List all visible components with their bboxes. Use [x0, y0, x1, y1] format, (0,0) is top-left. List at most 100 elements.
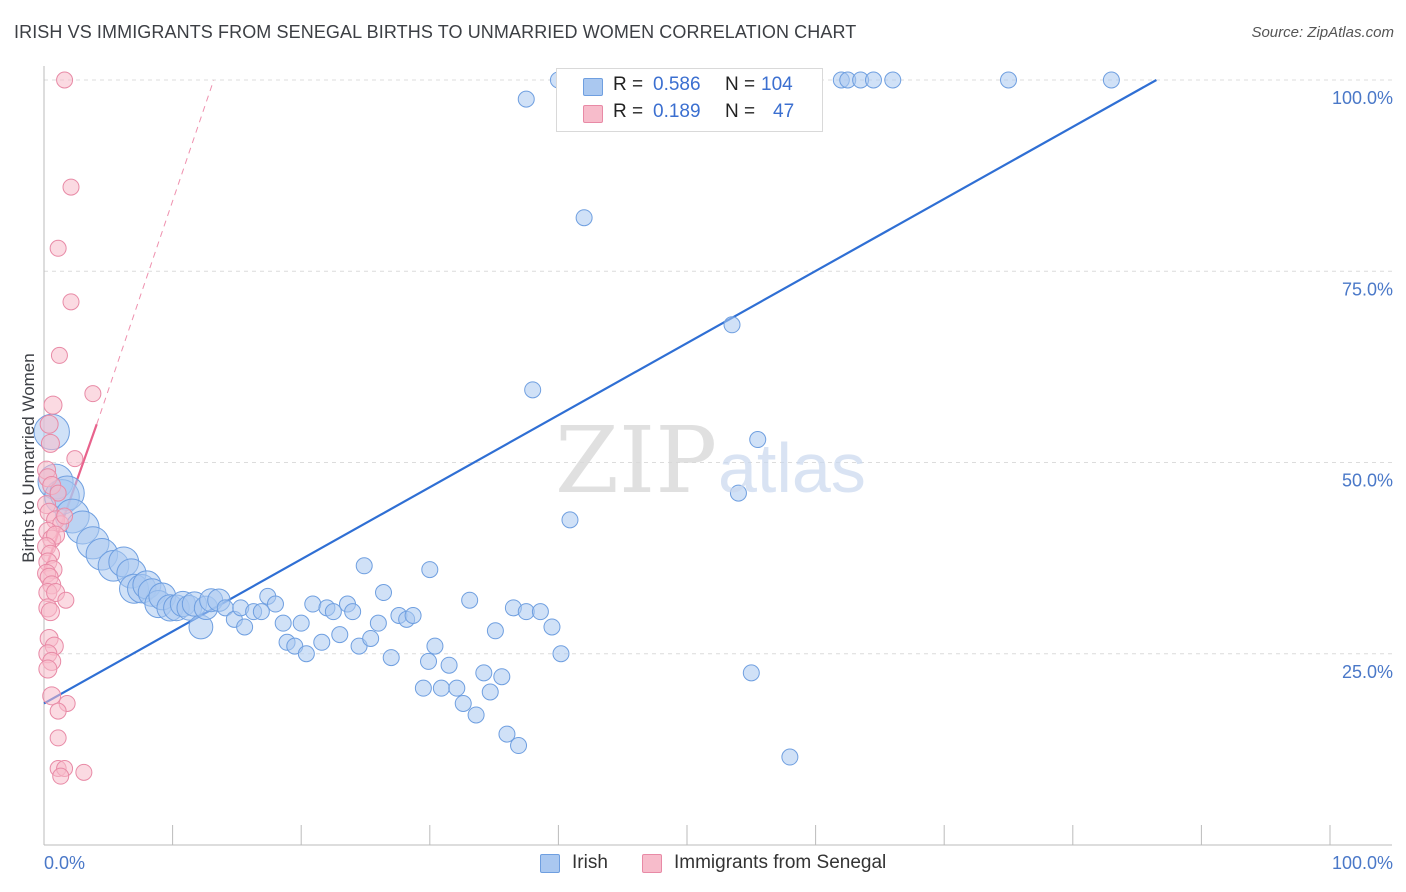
irish-point [274, 614, 292, 632]
chart-title: IRISH VS IMMIGRANTS FROM SENEGAL BIRTHS … [14, 22, 857, 42]
senegal-point [39, 414, 59, 434]
irish-point [742, 664, 760, 682]
senegal-point [75, 763, 93, 781]
correlation-legend: R = 0.586 N = 104 R = 0.189 N = 47 [556, 68, 823, 132]
irish-point [531, 603, 549, 621]
irish-point [440, 656, 458, 674]
senegal-point [57, 591, 75, 609]
y-axis-label: Births to Unmarried Women [19, 353, 38, 562]
senegal-point [42, 686, 62, 706]
senegal-point [49, 702, 67, 720]
irish-point [552, 645, 570, 663]
x-tick-label-min: 0.0% [44, 853, 85, 873]
irish-point [884, 71, 902, 89]
senegal-point [62, 178, 80, 196]
tick-labels: 25.0% 50.0% 75.0% 100.0% 0.0% 100.0% [44, 88, 1393, 873]
irish-point [467, 706, 485, 724]
irish-point [313, 633, 331, 651]
irish-point [486, 622, 504, 640]
watermark: ZIP [555, 407, 717, 514]
irish-point [404, 607, 422, 624]
senegal-point [50, 346, 68, 364]
irish-point [426, 637, 444, 655]
irish-point [369, 614, 387, 632]
irish-point [292, 614, 310, 632]
y-tick-label: 25.0% [1342, 662, 1393, 682]
irish-point [543, 618, 561, 636]
irish-point [252, 603, 270, 621]
irish-point [375, 584, 393, 602]
senegal-swatch-icon [583, 105, 603, 123]
senegal-point [43, 395, 63, 415]
irish-swatch-icon [583, 78, 603, 96]
irish-point [236, 618, 254, 636]
irish-point [723, 316, 741, 334]
legend-r-label: R = [613, 74, 644, 95]
y-tick-label: 100.0% [1332, 88, 1393, 108]
irish-point [781, 748, 799, 766]
irish-legend-icon [540, 854, 560, 873]
irish-point [864, 71, 882, 89]
x-tick-label-max: 100.0% [1332, 853, 1393, 873]
irish-point [266, 595, 284, 613]
senegal-point [40, 433, 60, 453]
legend-n-value: 47 [773, 101, 795, 122]
irish-point [475, 664, 493, 682]
irish-point [481, 683, 499, 701]
senegal-point [66, 450, 84, 468]
legend-r-value: 0.586 [653, 74, 701, 95]
senegal-point [56, 71, 74, 89]
irish-point [729, 484, 747, 502]
irish-point [561, 511, 579, 529]
irish-point [362, 629, 380, 647]
y-tick-label: 50.0% [1342, 471, 1393, 491]
irish-point [414, 679, 432, 697]
senegal-legend-label: Immigrants from Senegal [674, 852, 887, 873]
irish-point [454, 694, 472, 712]
irish-point [749, 431, 767, 449]
legend-n-value: 104 [761, 74, 793, 95]
senegal-point [49, 239, 67, 257]
irish-point [1000, 71, 1017, 89]
gridlines [44, 79, 1392, 655]
legend-r-value: 0.189 [653, 101, 701, 122]
senegal-point [49, 484, 67, 502]
irish-point [297, 645, 315, 663]
irish-point [421, 561, 439, 579]
irish-point [517, 90, 535, 108]
legend-n-label: N = [725, 74, 756, 95]
senegal-trend-extension [96, 79, 215, 425]
irish-legend-label: Irish [572, 852, 608, 873]
irish-point [498, 725, 516, 743]
watermark-atlas: atlas [718, 429, 866, 507]
irish-point [331, 626, 349, 644]
axes [43, 66, 1392, 846]
senegal-point [49, 729, 67, 747]
legend-n-label: N = [725, 101, 756, 122]
irish-point [1102, 71, 1120, 89]
irish-point [510, 737, 528, 755]
source-label: Source: ZipAtlas.com [1251, 24, 1394, 41]
senegal-point [40, 602, 60, 622]
irish-point [575, 209, 593, 227]
senegal-point [84, 385, 102, 403]
irish-point [324, 603, 342, 621]
irish-point [524, 381, 542, 399]
irish-point [448, 679, 466, 697]
senegal-point [38, 659, 58, 679]
irish-point [344, 603, 362, 621]
senegal-legend-icon [642, 854, 662, 873]
irish-point [304, 595, 322, 613]
irish-point [517, 603, 535, 621]
senegal-point [62, 293, 80, 311]
irish-point [355, 557, 373, 575]
senegal-point [56, 507, 74, 525]
irish-point [461, 591, 479, 609]
y-tick-label: 75.0% [1342, 279, 1393, 299]
irish-point [420, 652, 438, 670]
irish-point [432, 679, 450, 697]
senegal-point [52, 767, 70, 785]
irish-point [382, 649, 400, 667]
legend-r-label: R = [613, 101, 644, 122]
